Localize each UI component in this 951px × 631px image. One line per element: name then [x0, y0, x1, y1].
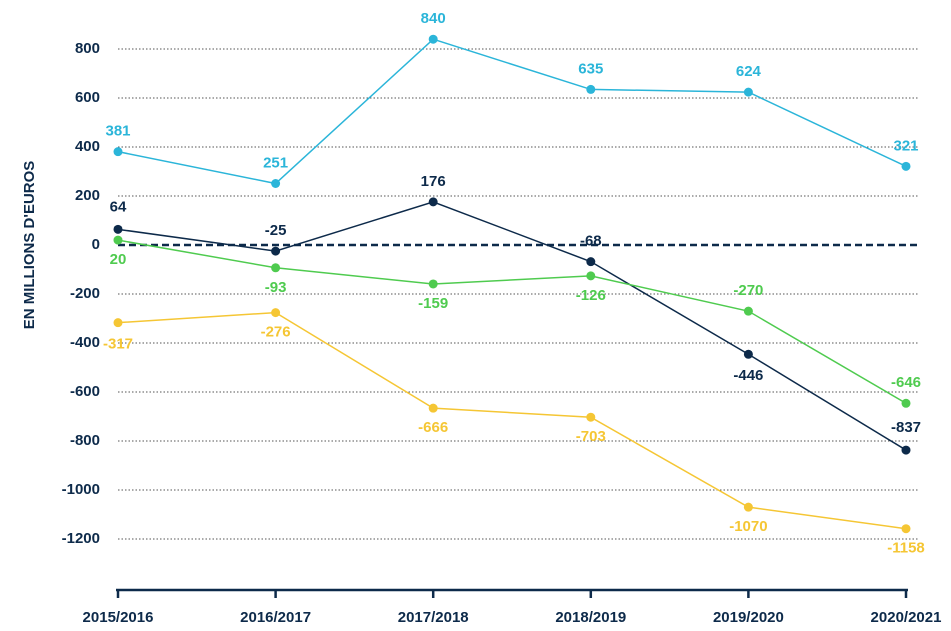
data-point — [271, 246, 281, 256]
data-point — [586, 412, 596, 422]
data-label: -666 — [418, 419, 448, 436]
data-point — [113, 147, 123, 157]
data-point — [901, 398, 911, 408]
x-tick-label: 2018/2019 — [555, 609, 626, 626]
data-point — [901, 524, 911, 534]
series-line — [117, 201, 907, 451]
data-point — [271, 263, 281, 273]
x-tick-label: 2020/2021 — [871, 609, 942, 626]
data-label: -93 — [265, 279, 287, 296]
data-label: -276 — [261, 324, 291, 341]
data-point — [113, 318, 123, 328]
y-tick-label: 600 — [75, 89, 100, 106]
data-point — [743, 87, 753, 97]
data-point — [901, 161, 911, 171]
y-tick-label: -400 — [70, 334, 100, 351]
data-label: -159 — [418, 295, 448, 312]
series-line — [117, 239, 907, 404]
data-label: -25 — [265, 222, 287, 239]
data-label: 635 — [578, 60, 603, 77]
y-tick-label: 400 — [75, 138, 100, 155]
y-tick-label: -1200 — [62, 530, 100, 547]
data-label: -270 — [733, 282, 763, 299]
data-label: 251 — [263, 154, 288, 171]
x-tick-label: 2015/2016 — [83, 609, 154, 626]
data-point — [113, 224, 123, 234]
data-point — [428, 197, 438, 207]
data-label: -68 — [580, 233, 602, 250]
data-point — [271, 179, 281, 189]
data-label: 64 — [110, 198, 127, 215]
data-label: -646 — [891, 374, 921, 391]
data-point — [743, 502, 753, 512]
data-label: -837 — [891, 419, 921, 436]
data-point — [743, 306, 753, 316]
x-tick-label: 2019/2020 — [713, 609, 784, 626]
data-point — [428, 34, 438, 44]
y-tick-label: -1000 — [62, 481, 100, 498]
y-tick-label: 0 — [92, 236, 100, 253]
series-line — [117, 311, 907, 530]
data-label: -126 — [576, 287, 606, 304]
x-tick-label: 2017/2018 — [398, 609, 469, 626]
data-label: 321 — [893, 137, 918, 154]
data-point — [586, 84, 596, 94]
data-point — [586, 271, 596, 281]
data-point — [271, 308, 281, 318]
data-point — [428, 403, 438, 413]
data-point — [901, 445, 911, 455]
data-point — [586, 257, 596, 267]
data-label: 840 — [421, 10, 446, 27]
y-axis-label: EN MILLIONS D'EUROS — [21, 161, 38, 330]
data-label: 624 — [736, 63, 762, 80]
data-label: -703 — [576, 428, 606, 445]
data-label: -1158 — [887, 540, 925, 557]
data-point — [113, 235, 123, 245]
data-label: -1070 — [729, 518, 767, 535]
x-tick-label: 2016/2017 — [240, 609, 311, 626]
data-label: 176 — [421, 173, 446, 190]
y-tick-label: -800 — [70, 432, 100, 449]
y-tick-label: 200 — [75, 187, 100, 204]
y-tick-label: -600 — [70, 383, 100, 400]
y-tick-label: 800 — [75, 40, 100, 57]
data-label: 381 — [105, 123, 130, 140]
y-tick-label: -200 — [70, 285, 100, 302]
data-label: -317 — [103, 336, 133, 353]
series-line — [117, 38, 907, 185]
data-label: -446 — [733, 367, 763, 384]
data-label: 20 — [110, 251, 127, 268]
data-point — [428, 279, 438, 289]
data-point — [743, 349, 753, 359]
